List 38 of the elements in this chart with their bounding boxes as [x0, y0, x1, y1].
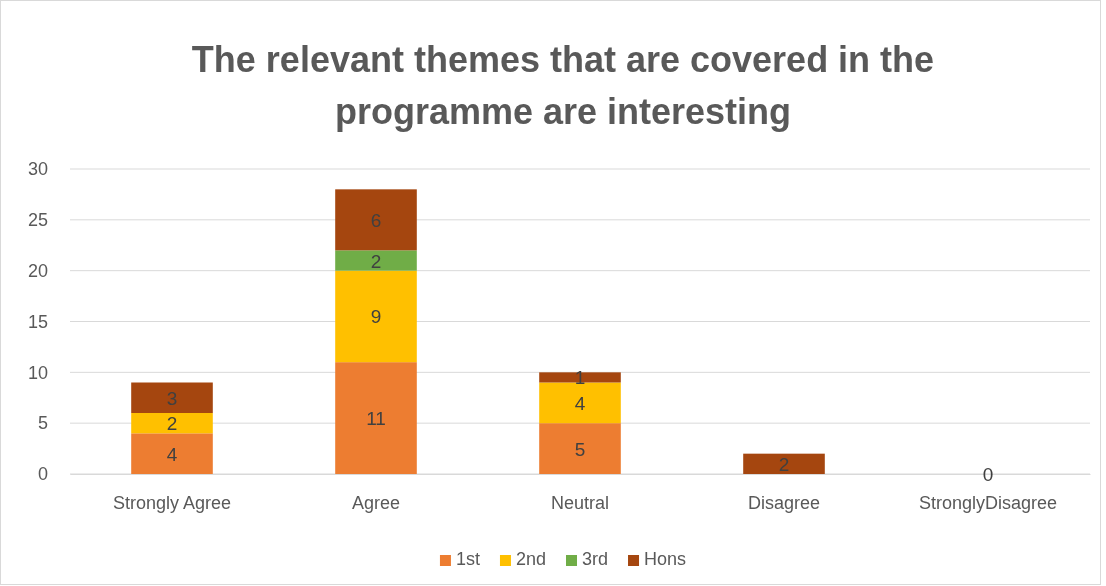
y-tick-label: 20	[27, 260, 48, 281]
bar	[335, 189, 417, 251]
y-tick-label: 5	[37, 413, 48, 434]
bar	[131, 433, 213, 474]
data-label: 2	[370, 250, 382, 272]
y-tick-label: 10	[27, 362, 48, 383]
bar	[539, 423, 621, 474]
legend-label: 3rd	[582, 549, 609, 569]
y-tick-label: 30	[27, 159, 48, 180]
data-label: 5	[574, 438, 586, 460]
chart-title: The relevant themes that are covered in the programme are interesting	[191, 39, 935, 132]
legend-label: 2nd	[515, 549, 547, 569]
bar	[335, 270, 417, 363]
data-label: 9	[370, 306, 382, 328]
bar	[743, 453, 825, 474]
legend-label: 1st	[455, 549, 480, 569]
x-tick-label: Disagree	[747, 492, 821, 513]
bar	[539, 382, 621, 424]
data-label: 4	[574, 392, 586, 414]
bar	[335, 250, 417, 271]
x-tick-label: Neutral	[550, 492, 610, 513]
y-tick-label: 0	[37, 464, 48, 485]
data-label: 6	[370, 209, 382, 231]
x-tick-label: Strongly Agree	[112, 492, 232, 513]
data-label: 2	[166, 413, 178, 435]
y-tick-label: 15	[27, 311, 48, 332]
data-label: 3	[166, 387, 178, 409]
data-label: 11	[366, 408, 386, 430]
data-label: 2	[778, 453, 790, 475]
x-tick-label: Agree	[351, 492, 401, 513]
data-label: 0	[982, 464, 994, 485]
bar	[131, 382, 213, 413]
legend-label: Hons	[644, 549, 687, 569]
bar	[335, 362, 417, 474]
data-label: 4	[166, 443, 178, 465]
bar	[131, 413, 213, 434]
y-tick-label: 25	[27, 210, 48, 231]
x-tick-label: StronglyDisagree	[918, 492, 1058, 513]
